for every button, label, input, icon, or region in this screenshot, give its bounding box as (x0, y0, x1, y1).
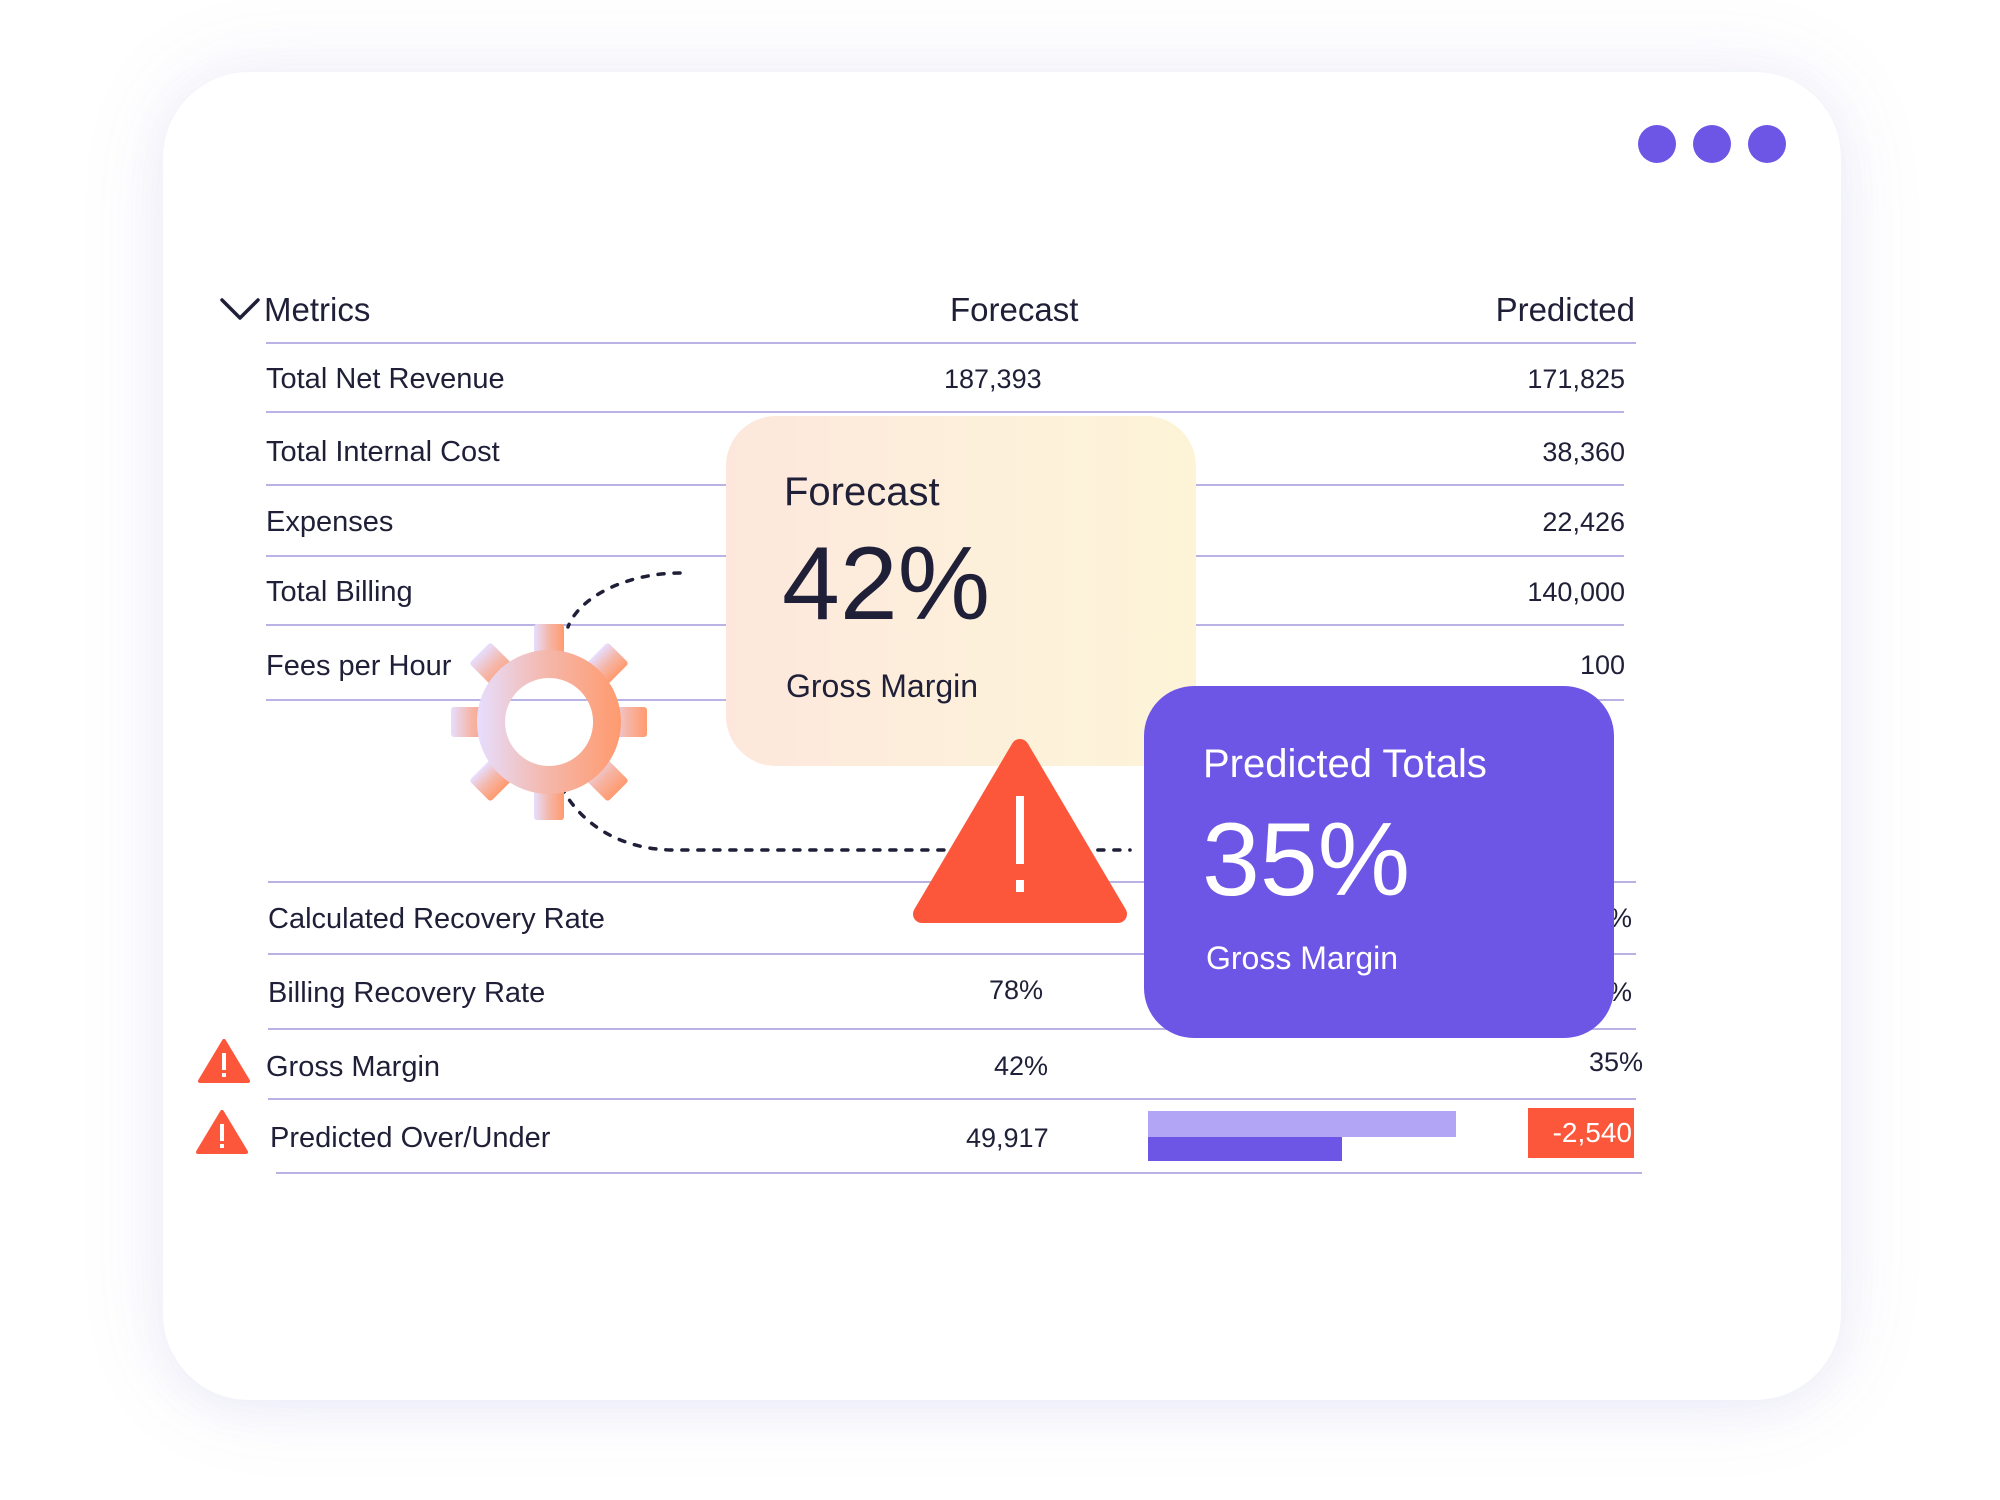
row-label: Predicted Over/Under (270, 1122, 551, 1154)
row-label: Total Billing (266, 576, 413, 608)
row-label: Total Net Revenue (266, 363, 505, 395)
menu-dot[interactable] (1638, 125, 1676, 163)
metrics-header: Metrics (264, 291, 371, 328)
row-label: Total Internal Cost (266, 436, 500, 468)
row-label: Fees per Hour (266, 650, 452, 682)
forecast-value: 49,917 (966, 1123, 1049, 1153)
row-label: Expenses (266, 506, 394, 538)
predicted-card-title: Predicted Totals (1203, 742, 1487, 786)
predicted-bar (1148, 1137, 1342, 1161)
forecast-value: 187,393 (944, 364, 1042, 394)
forecast-card-title: Forecast (784, 470, 940, 514)
row-divider (266, 411, 1624, 413)
row-divider (268, 1098, 1636, 1100)
row-label: Calculated Recovery Rate (268, 903, 605, 935)
predicted-totals-card (1144, 686, 1614, 1038)
predicted-value: 171,825 (1527, 364, 1625, 394)
row-divider (268, 1028, 1636, 1030)
gear-icon (451, 624, 647, 820)
forecast-card-value: 42% (782, 526, 991, 642)
warning-icon (196, 1110, 248, 1154)
predicted-value: 35% (1589, 1047, 1644, 1077)
menu-dot[interactable] (1693, 125, 1731, 163)
warning-icon (913, 739, 1127, 923)
forecast-value: 42% (994, 1051, 1049, 1081)
row-divider (268, 953, 1636, 955)
row-divider (276, 1172, 1642, 1174)
forecast-card-subtitle: Gross Margin (786, 668, 979, 704)
predicted-card-value: 35% (1202, 802, 1411, 918)
predicted-value: 140,000 (1527, 577, 1625, 607)
forecast-card (726, 416, 1196, 766)
forecast-value: 78% (989, 975, 1044, 1005)
predicted-header: Predicted (1495, 291, 1635, 328)
predicted-value: 22,426 (1542, 507, 1625, 537)
row-label: Billing Recovery Rate (268, 977, 546, 1009)
predicted-value: 100 (1579, 650, 1625, 680)
menu-dot[interactable] (1748, 125, 1786, 163)
forecast-header: Forecast (950, 291, 1079, 328)
chevron-down-icon[interactable] (218, 296, 262, 322)
warning-icon (198, 1039, 250, 1083)
row-label: Gross Margin (266, 1051, 441, 1083)
predicted-card-subtitle: Gross Margin (1206, 940, 1399, 976)
forecast-bar (1148, 1111, 1456, 1137)
header-divider (266, 342, 1636, 344)
over-under-badge: -2,540 (1528, 1108, 1634, 1158)
predicted-value: 38,360 (1542, 437, 1625, 467)
